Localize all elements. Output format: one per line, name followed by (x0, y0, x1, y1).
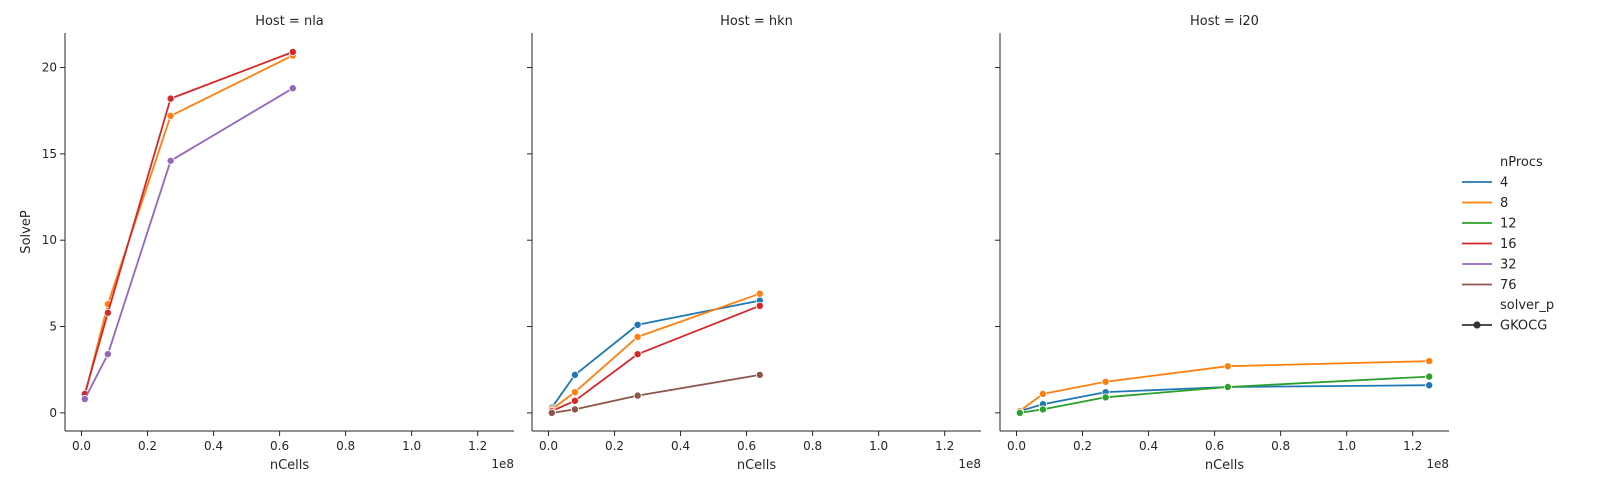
x-tick-label: 0.6 (270, 439, 289, 453)
series-8 (547, 289, 764, 414)
series-line-76 (550, 373, 761, 414)
data-point (1038, 405, 1047, 414)
x-tick-label: 0.8 (336, 439, 355, 453)
data-point (570, 370, 579, 379)
series-8 (80, 51, 297, 400)
legend-style-swatch-marker (1473, 321, 1481, 329)
data-point (1101, 393, 1110, 402)
x-tick-label: 0.4 (204, 439, 223, 453)
data-point (1425, 357, 1434, 366)
x-tick-label: 0.8 (803, 439, 822, 453)
data-point (755, 301, 764, 310)
data-point (570, 388, 579, 397)
data-point (166, 111, 175, 120)
legend-label-8: 8 (1500, 196, 1508, 211)
x-axis-title: nCells (737, 458, 777, 473)
data-point (570, 396, 579, 405)
x-tick-label: 1.0 (1337, 439, 1356, 453)
series-16 (547, 301, 764, 416)
x-tick-label: 0.0 (539, 439, 558, 453)
x-tick-label: 1.2 (1403, 439, 1422, 453)
x-offset-label: 1e8 (491, 457, 514, 471)
x-axis-title: nCells (1205, 458, 1245, 473)
legend-label-76: 76 (1500, 278, 1517, 293)
data-point (1425, 381, 1434, 390)
series-line-12 (1018, 375, 1431, 414)
x-tick-label: 1.2 (935, 439, 954, 453)
y-tick-label: 5 (49, 320, 57, 334)
data-point (633, 320, 642, 329)
facet-title: Host = i20 (1190, 14, 1259, 29)
x-tick-label: 0.2 (1073, 439, 1092, 453)
legend-label-16: 16 (1500, 237, 1517, 252)
legend-hue-title: nProcs (1500, 155, 1543, 170)
legend: nProcs 4 8 12 16 32 76 solver_p GKOCG (1462, 155, 1554, 334)
data-point (547, 408, 556, 417)
facet-panel-3: Host = i20 0.0 0.2 0.4 0.6 0.8 1.0 1.2 1e8 nCells (995, 14, 1449, 473)
facet-title: Host = nla (255, 14, 324, 29)
x-axis-title: nCells (270, 458, 310, 473)
x-offset-label: 1e8 (1426, 457, 1449, 471)
series-line-8 (550, 292, 761, 411)
x-tick-label: 1.2 (468, 439, 487, 453)
data-point (1038, 389, 1047, 398)
x-tick-label: 0.2 (605, 439, 624, 453)
x-tick-label: 0.4 (1139, 439, 1158, 453)
x-tick-label: 0.6 (1205, 439, 1224, 453)
facets-layer: Host = nla 0.0 0.2 0.4 0.6 0.8 1.0 1.2 1e8 nCells… (19, 14, 1449, 473)
facet-panel-2: Host = hkn 0.0 0.2 0.4 0.6 0.8 1.0 1.2 1e8 nCells (527, 14, 981, 473)
data-point (755, 370, 764, 379)
legend-style-title: solver_p (1500, 298, 1554, 313)
data-point (80, 395, 89, 404)
series-line-16 (83, 51, 294, 395)
data-point (570, 405, 579, 414)
x-tick-label: 0.0 (1007, 439, 1026, 453)
y-tick-label: 20 (42, 61, 57, 75)
series-32 (80, 84, 297, 404)
data-point (103, 350, 112, 359)
data-point (166, 94, 175, 103)
y-tick-label: 15 (42, 147, 57, 161)
data-point (633, 332, 642, 341)
data-point (288, 84, 297, 93)
x-tick-label: 0.2 (138, 439, 157, 453)
x-offset-label: 1e8 (958, 457, 981, 471)
legend-label-4: 4 (1500, 176, 1508, 191)
y-tick-label: 0 (49, 406, 57, 420)
series-12 (1015, 372, 1434, 417)
data-point (103, 308, 112, 317)
x-tick-label: 0.6 (737, 439, 756, 453)
data-point (1015, 408, 1024, 417)
facet-title: Host = hkn (720, 14, 793, 29)
y-axis-title: SolveP (19, 210, 34, 254)
x-tick-label: 0.4 (671, 439, 690, 453)
legend-label-32: 32 (1500, 258, 1517, 273)
series-16 (80, 47, 297, 398)
series-line-8 (83, 54, 294, 397)
data-point (1425, 372, 1434, 381)
x-tick-label: 1.0 (402, 439, 421, 453)
y-tick-label: 10 (42, 233, 57, 247)
legend-style-label: GKOCG (1500, 319, 1547, 334)
data-point (633, 350, 642, 359)
data-point (288, 47, 297, 56)
series-76 (547, 370, 764, 417)
data-point (1101, 377, 1110, 386)
data-point (633, 391, 642, 400)
series-line-4 (550, 299, 761, 409)
x-tick-label: 0.0 (72, 439, 91, 453)
data-point (1223, 362, 1232, 371)
x-tick-label: 0.8 (1271, 439, 1290, 453)
facet-panel-1: Host = nla 0.0 0.2 0.4 0.6 0.8 1.0 1.2 1e8 nCells… (19, 14, 514, 473)
series-line-16 (550, 304, 761, 413)
legend-label-12: 12 (1500, 217, 1517, 232)
data-point (1223, 382, 1232, 391)
data-point (166, 156, 175, 165)
series-line-32 (83, 87, 294, 401)
x-tick-label: 1.0 (869, 439, 888, 453)
series-4 (547, 296, 764, 412)
data-point (755, 289, 764, 298)
